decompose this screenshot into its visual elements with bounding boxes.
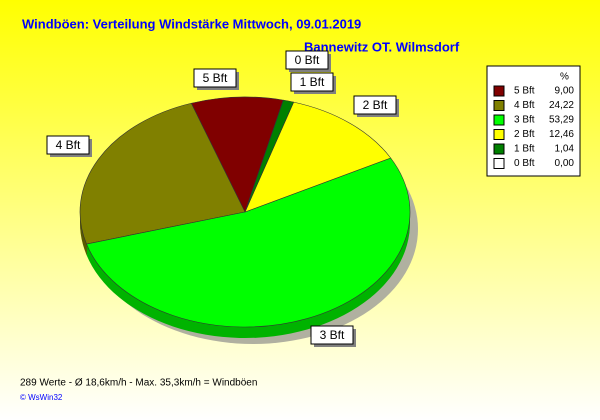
slice-label: 1 Bft xyxy=(300,75,325,89)
slice-label-box xyxy=(353,95,397,115)
slice-label: 5 Bft xyxy=(203,71,228,85)
legend-label: 4 Bft xyxy=(514,100,535,111)
footer: 289 Werte - Ø 18,6km/h - Max. 35,3km/h =… xyxy=(20,378,257,389)
pie-slice xyxy=(86,157,411,328)
legend-value: 12,46 xyxy=(549,129,574,140)
legend-label: 2 Bft xyxy=(514,129,535,140)
legend-value: 0,00 xyxy=(555,158,575,169)
legend-header: % xyxy=(560,72,569,83)
legend-label: 1 Bft xyxy=(514,144,535,155)
legend-label: 0 Bft xyxy=(514,158,535,169)
legend-value: 1,04 xyxy=(555,144,575,155)
legend-swatch xyxy=(493,143,505,155)
legend-swatch xyxy=(493,129,505,140)
legend-value: 24,22 xyxy=(549,100,574,111)
pie-slice xyxy=(244,99,295,213)
legend-value: 9,00 xyxy=(555,86,575,97)
slice-label: 2 Bft xyxy=(363,98,388,112)
chart-title: Windböen: Verteilung Windstärke Mittwoch… xyxy=(22,16,361,31)
legend-swatch xyxy=(493,100,505,111)
slice-label-box xyxy=(193,68,237,88)
legend-value: 53,29 xyxy=(549,115,574,126)
legend-label: 3 Bft xyxy=(514,115,535,126)
legend-label: 5 Bft xyxy=(514,86,535,97)
slice-label: 3 Bft xyxy=(320,328,345,342)
slice-label-box xyxy=(290,72,334,92)
slice-label-box xyxy=(46,135,90,155)
legend-swatch xyxy=(493,85,505,97)
pie-slice xyxy=(244,101,392,213)
pie-slice xyxy=(79,102,246,245)
slice-label: 4 Bft xyxy=(56,138,81,152)
slice-label-box xyxy=(310,325,354,345)
copyright: © WsWin32 xyxy=(20,393,63,402)
slice-label: 0 Bft xyxy=(295,53,320,67)
legend-swatch xyxy=(493,114,505,126)
chart-subtitle: Bannewitz OT. Wilmsdorf xyxy=(304,39,460,54)
pie-slice xyxy=(190,96,284,213)
legend-swatch xyxy=(493,158,505,169)
slice-label-box xyxy=(285,50,329,70)
